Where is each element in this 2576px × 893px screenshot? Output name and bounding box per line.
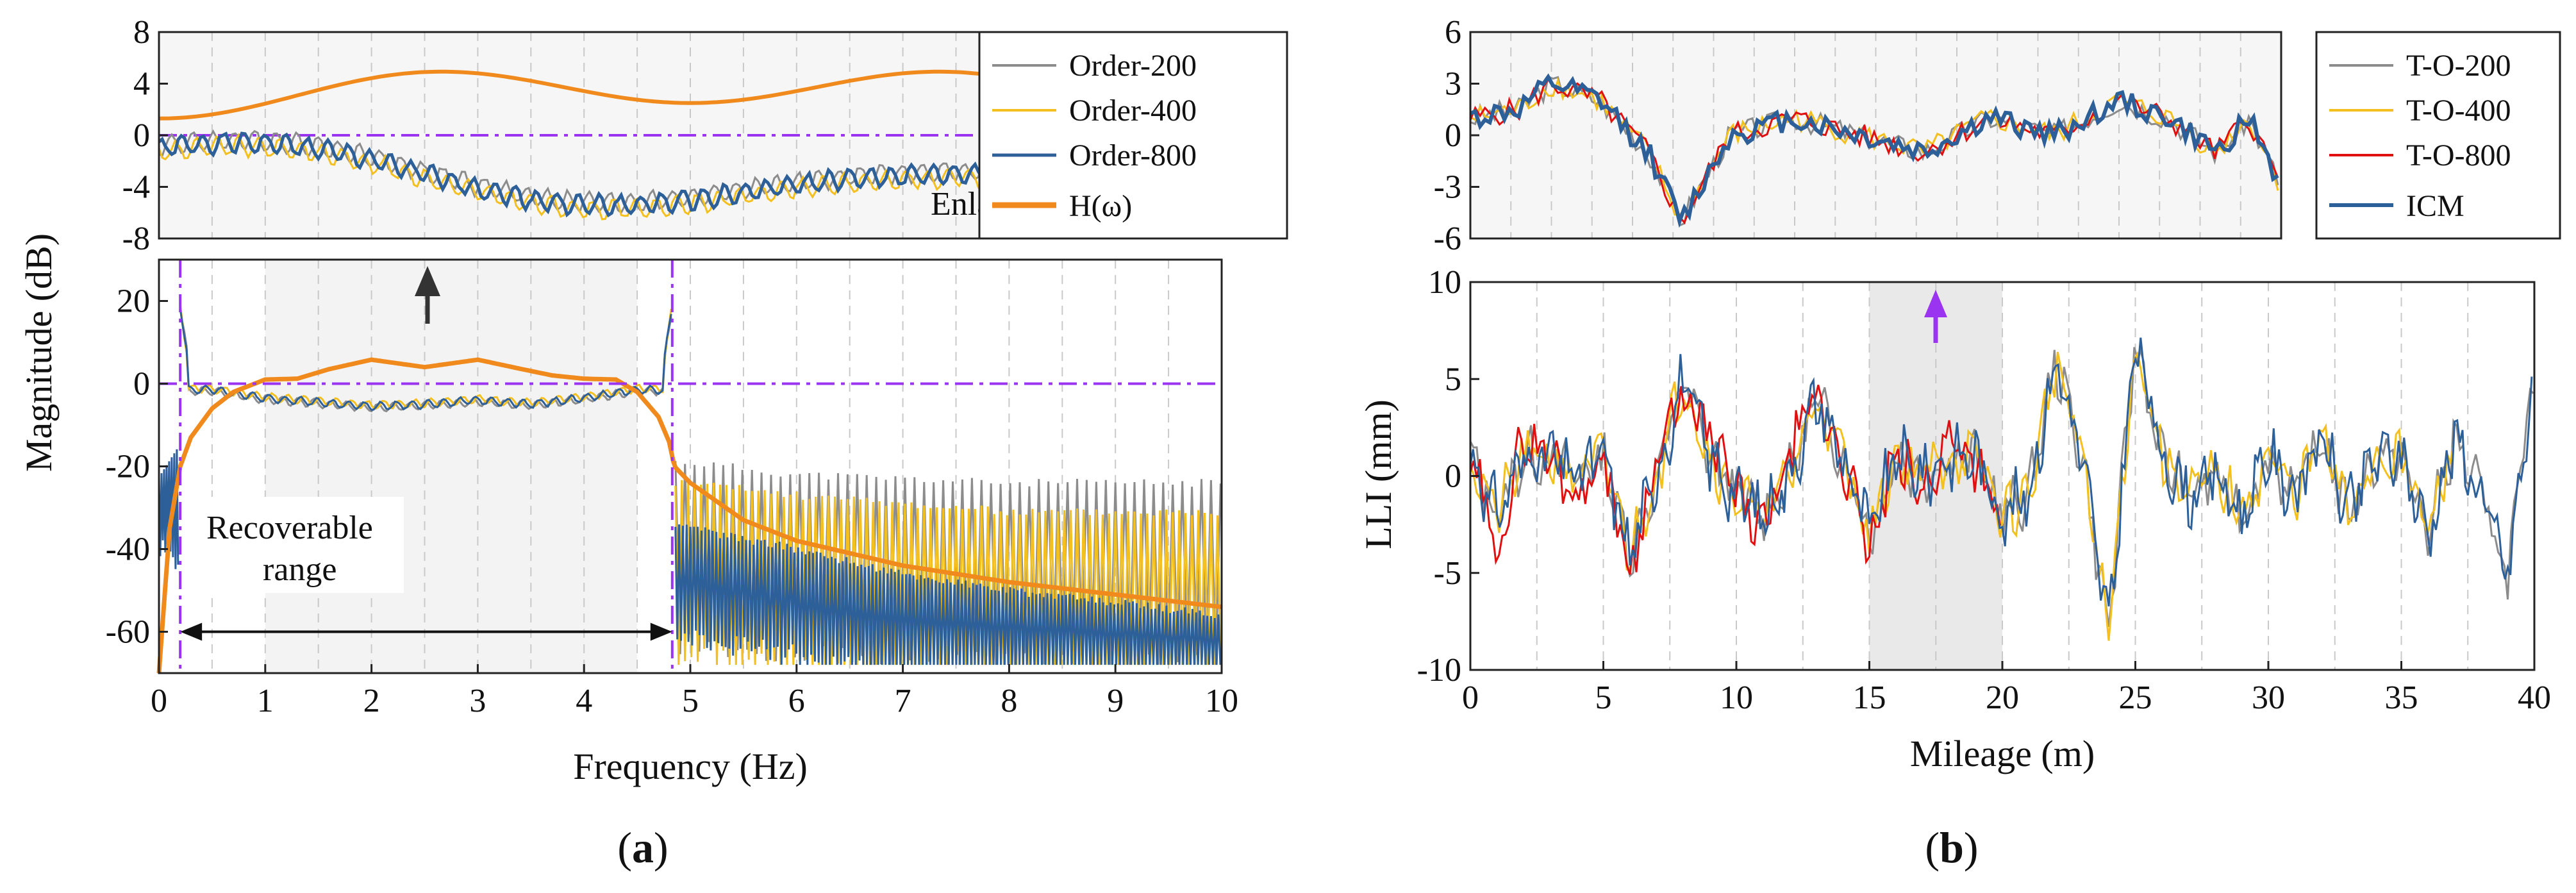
panel-a: 840-4-8 Enlarged 200-20-40-60 0123456789…	[18, 14, 1288, 872]
main-b-y-tick-label: 5	[1445, 361, 1461, 397]
main-a-y-tick-label: 20	[117, 283, 150, 320]
icm-line	[1469, 337, 2533, 606]
main-b-x-tick-label: 5	[1595, 680, 1612, 716]
main-b-x-tick-label: 25	[2119, 680, 2152, 716]
main-b-y-tick-label: -10	[1417, 652, 1461, 689]
main-a-series	[156, 260, 1222, 674]
recoverable-label-box	[192, 497, 404, 593]
main-b-x-tick-label: 40	[2518, 680, 2551, 716]
inset-icm	[1469, 73, 2279, 228]
inset-b-yticks: 6 3 0 -3 -6	[1434, 14, 1479, 257]
inset-a-y-tick-label: 4	[133, 66, 150, 103]
main-b-series	[1469, 337, 2534, 641]
to400-line	[1469, 351, 2455, 641]
order800-lowband	[158, 449, 179, 569]
main-b-y-tick-label: -5	[1434, 555, 1461, 592]
main-b-x-tick-label: 35	[2385, 680, 2418, 716]
xlabel-b: Mileage (m)	[1910, 733, 2095, 774]
recoverable-label-line1: Recoverable	[206, 510, 373, 546]
main-a-yticks: 20 0 -20 -40 -60	[106, 283, 168, 651]
zoom-arrow-b	[1924, 290, 1947, 343]
main-b-y-tick-label: 0	[1445, 458, 1461, 495]
legend-a-order800: Order-800	[1069, 138, 1197, 172]
caption-a-open: (a)	[617, 823, 668, 872]
legend-a-order200: Order-200	[1069, 49, 1197, 83]
ylabel-b: LLI (mm)	[1358, 399, 1399, 549]
ylabel-a: Magnitude (dB)	[18, 233, 60, 472]
legend-b-to200: T-O-200	[2406, 49, 2511, 83]
range-arrow-head-right	[650, 622, 672, 641]
legend-a-h: H(ω)	[1069, 189, 1132, 223]
main-a-x-tick-label: 6	[788, 683, 805, 719]
h-omega-curve	[156, 357, 1222, 674]
main-a-x-tick-label: 5	[682, 683, 699, 719]
main-a-y-tick-label: -60	[106, 614, 150, 651]
recoverable-shade	[265, 260, 638, 673]
inset-b-y-tick-label: 3	[1445, 66, 1461, 103]
order800-stopband	[674, 524, 1222, 665]
main-a-x-tick-label: 10	[1205, 683, 1238, 719]
main-a-x-tick-label: 8	[1001, 683, 1017, 719]
main-b-x-tick-label: 15	[1853, 680, 1886, 716]
caption-a-letter: a	[632, 823, 654, 872]
main-b-x-tick-label: 30	[2252, 680, 2285, 716]
range-arrow-head-left	[180, 622, 203, 641]
main-b-y-tick-label: 10	[1428, 264, 1461, 301]
inset-a-y-tick-label: -8	[122, 221, 150, 257]
main-a-x-tick-label: 9	[1107, 683, 1124, 719]
inset-b-grid	[1510, 32, 2241, 238]
main-a-xticks: 0 1 2 3 4 5 6 7 8 9 10	[151, 664, 1238, 719]
xlabel-a: Frequency (Hz)	[573, 746, 808, 787]
inset-a-y-tick-label: -4	[122, 169, 150, 206]
to800-line	[1469, 385, 2002, 575]
main-b-xticks: 0 5 10 15 20 25 30 35 40	[1462, 661, 2551, 716]
main-a-x-tick-label: 7	[895, 683, 911, 719]
inset-b-y-tick-label: -6	[1434, 221, 1461, 257]
caption-b-open: (b)	[1925, 823, 1978, 872]
legend-a: Order-200 Order-400 Order-800 H(ω)	[978, 31, 1288, 240]
legend-b-to800: T-O-800	[2406, 138, 2511, 172]
inset-b-y-tick-label: 6	[1445, 14, 1461, 51]
inset-a-yticks: 8 4 0 -4 -8	[122, 14, 168, 257]
main-a-x-tick-label: 1	[257, 683, 274, 719]
zoom-arrow-a	[415, 266, 440, 324]
inset-to800	[1469, 78, 2279, 225]
main-a-x-tick-label: 4	[576, 683, 592, 719]
inset-b-y-tick-label: 0	[1445, 117, 1461, 154]
main-b-x-tick-label: 0	[1462, 680, 1479, 716]
main-a-x-tick-label: 2	[363, 683, 380, 719]
main-a-y-tick-label: -20	[106, 449, 150, 485]
legend-b-icm: ICM	[2406, 189, 2464, 223]
inset-a-y-tick-label: 0	[133, 117, 150, 154]
legend-b-to400: T-O-400	[2406, 94, 2511, 128]
recoverable-label-line2: range	[263, 551, 337, 588]
main-b-yticks: 10 5 0 -5 -10	[1417, 264, 1479, 689]
main-a-y-tick-label: 0	[133, 366, 150, 403]
main-b-x-tick-label: 20	[1986, 680, 2019, 716]
main-a-x-tick-label: 0	[151, 683, 167, 719]
caption-b-letter: b	[1940, 823, 1964, 872]
main-b-grid	[1536, 282, 2469, 670]
order800-passband	[179, 308, 672, 412]
range-arrow	[180, 622, 672, 641]
main-a-x-tick-label: 3	[469, 683, 486, 719]
inset-b-y-tick-label: -3	[1434, 169, 1461, 206]
inset-b-series	[1469, 73, 2279, 228]
legend-a-order400: Order-400	[1069, 94, 1197, 128]
main-a-y-tick-label: -40	[106, 531, 150, 568]
main-b-x-tick-label: 10	[1720, 680, 1753, 716]
legend-b: T-O-200 T-O-400 T-O-800 ICM	[2315, 31, 2561, 240]
inset-a-y-tick-label: 8	[133, 14, 150, 51]
